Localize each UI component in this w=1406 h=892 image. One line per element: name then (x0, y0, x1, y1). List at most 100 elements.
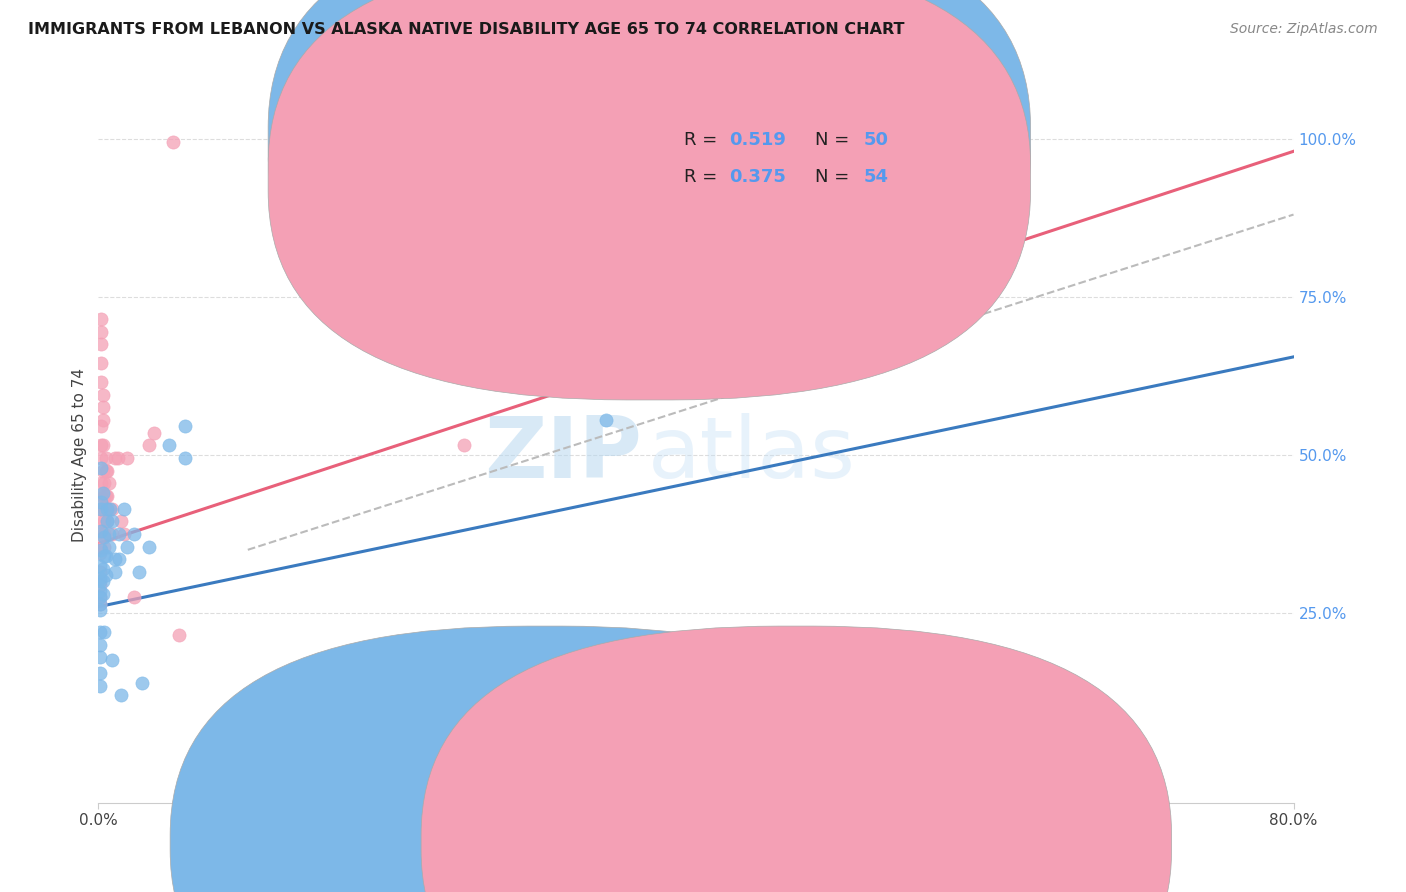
Point (90, 375, 112, 389)
Point (90, 501, 112, 516)
Point (90, 524, 112, 538)
Text: Source: ZipAtlas.com: Source: ZipAtlas.com (1230, 22, 1378, 37)
Point (157, 438, 180, 452)
Point (90, 356, 112, 370)
Point (112, 527, 135, 541)
Point (90, 489, 112, 503)
Point (97, 476, 120, 491)
Point (89, 625, 111, 640)
Point (96, 464, 118, 478)
Point (124, 527, 146, 541)
Text: 54: 54 (863, 169, 889, 186)
Point (89, 603, 111, 617)
Point (112, 501, 135, 516)
Point (90, 312, 112, 326)
Point (90, 460, 112, 475)
FancyBboxPatch shape (606, 115, 965, 204)
Y-axis label: Disability Age 65 to 74: Disability Age 65 to 74 (72, 368, 87, 542)
FancyBboxPatch shape (422, 626, 1171, 892)
Point (453, 438, 475, 452)
Point (89, 591, 111, 605)
Point (89, 597, 111, 611)
Point (93, 530, 115, 544)
Point (174, 419, 197, 434)
Point (115, 540, 138, 554)
Point (110, 514, 132, 528)
Point (89, 501, 111, 516)
Point (96, 489, 118, 503)
Point (96, 501, 118, 516)
Text: 0.375: 0.375 (730, 169, 786, 186)
Point (89, 577, 111, 591)
Text: 0.519: 0.519 (730, 131, 786, 149)
Point (91, 464, 114, 478)
Point (93, 501, 115, 516)
Point (108, 527, 131, 541)
Text: R =: R = (685, 169, 723, 186)
Point (89, 546, 111, 560)
Point (89, 571, 111, 585)
Point (91, 587, 114, 601)
Point (91, 388, 114, 402)
Point (89, 565, 111, 579)
Point (94, 549, 117, 563)
Point (89, 574, 111, 589)
Point (90, 337, 112, 351)
Text: Alaska Natives: Alaska Natives (821, 835, 934, 850)
Point (96, 514, 118, 528)
Point (90, 325, 112, 339)
Point (98, 501, 122, 516)
Point (107, 451, 129, 466)
Text: Immigrants from Lebanon: Immigrants from Lebanon (571, 835, 769, 850)
Point (834, 628, 856, 642)
Point (89, 583, 111, 598)
Text: IMMIGRANTS FROM LEBANON VS ALASKA NATIVE DISABILITY AGE 65 TO 74 CORRELATION CHA: IMMIGRANTS FROM LEBANON VS ALASKA NATIVE… (28, 22, 904, 37)
Text: R =: R = (685, 131, 723, 149)
Text: ZIP: ZIP (485, 413, 643, 497)
Point (131, 675, 153, 690)
Point (110, 688, 132, 702)
Point (91, 486, 114, 500)
Point (93, 549, 115, 563)
Point (93, 625, 115, 640)
Point (142, 425, 165, 440)
Point (104, 565, 127, 579)
Point (89, 666, 111, 681)
Point (93, 489, 115, 503)
Point (101, 527, 124, 541)
Point (104, 552, 127, 566)
Point (101, 501, 124, 516)
Point (138, 438, 160, 452)
Point (91, 438, 114, 452)
Point (91, 401, 114, 415)
Text: N =: N = (815, 131, 855, 149)
Point (90, 451, 112, 466)
Point (90, 438, 112, 452)
Point (101, 514, 124, 528)
Point (104, 451, 127, 466)
Text: atlas: atlas (648, 413, 856, 497)
Point (229, 701, 252, 715)
Point (93, 476, 115, 491)
Point (89, 597, 111, 611)
Point (93, 514, 115, 528)
Point (128, 565, 150, 579)
Point (969, 157, 991, 171)
Point (97, 501, 120, 516)
Point (89, 650, 111, 665)
Point (90, 476, 112, 491)
Point (90, 419, 112, 434)
Point (229, 714, 252, 728)
Point (89, 679, 111, 693)
Point (91, 574, 114, 589)
Point (162, 135, 184, 149)
Point (94, 464, 117, 478)
Point (97, 527, 120, 541)
Point (378, 325, 401, 339)
Point (595, 413, 617, 427)
FancyBboxPatch shape (269, 0, 1031, 362)
FancyBboxPatch shape (269, 0, 1031, 400)
Point (93, 527, 115, 541)
Point (124, 591, 146, 605)
Point (167, 628, 190, 642)
